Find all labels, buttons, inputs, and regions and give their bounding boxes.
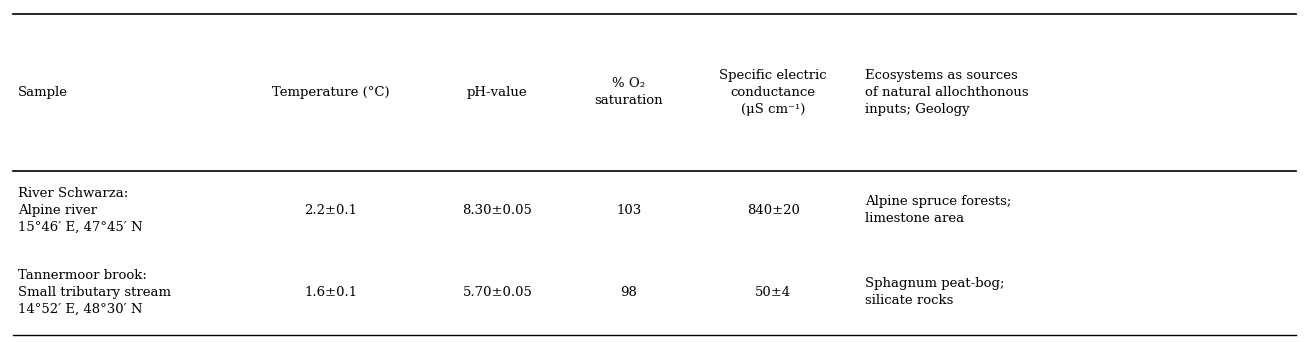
Text: Tannermoor brook:
Small tributary stream
14°52′ E, 48°30′ N: Tannermoor brook: Small tributary stream…: [18, 269, 171, 316]
Text: Ecosystems as sources
of natural allochthonous
inputs; Geology: Ecosystems as sources of natural allocht…: [865, 69, 1029, 116]
Text: Specific electric
conductance
(μS cm⁻¹): Specific electric conductance (μS cm⁻¹): [720, 69, 827, 116]
Text: 8.30±0.05: 8.30±0.05: [462, 204, 533, 217]
Text: 2.2±0.1: 2.2±0.1: [304, 204, 357, 217]
Text: 103: 103: [617, 204, 641, 217]
Text: 5.70±0.05: 5.70±0.05: [462, 286, 533, 299]
Text: 1.6±0.1: 1.6±0.1: [304, 286, 357, 299]
Text: Alpine spruce forests;
limestone area: Alpine spruce forests; limestone area: [865, 195, 1012, 225]
Text: Sample: Sample: [18, 86, 68, 99]
Text: pH-value: pH-value: [467, 86, 528, 99]
Text: 840±20: 840±20: [746, 204, 800, 217]
Text: River Schwarza:
Alpine river
15°46′ E, 47°45′ N: River Schwarza: Alpine river 15°46′ E, 4…: [18, 187, 143, 234]
Text: Sphagnum peat-bog;
silicate rocks: Sphagnum peat-bog; silicate rocks: [865, 277, 1004, 307]
Text: % O₂
saturation: % O₂ saturation: [594, 77, 664, 107]
Text: Temperature (°C): Temperature (°C): [272, 86, 389, 99]
Text: 50±4: 50±4: [755, 286, 791, 299]
Text: 98: 98: [620, 286, 637, 299]
